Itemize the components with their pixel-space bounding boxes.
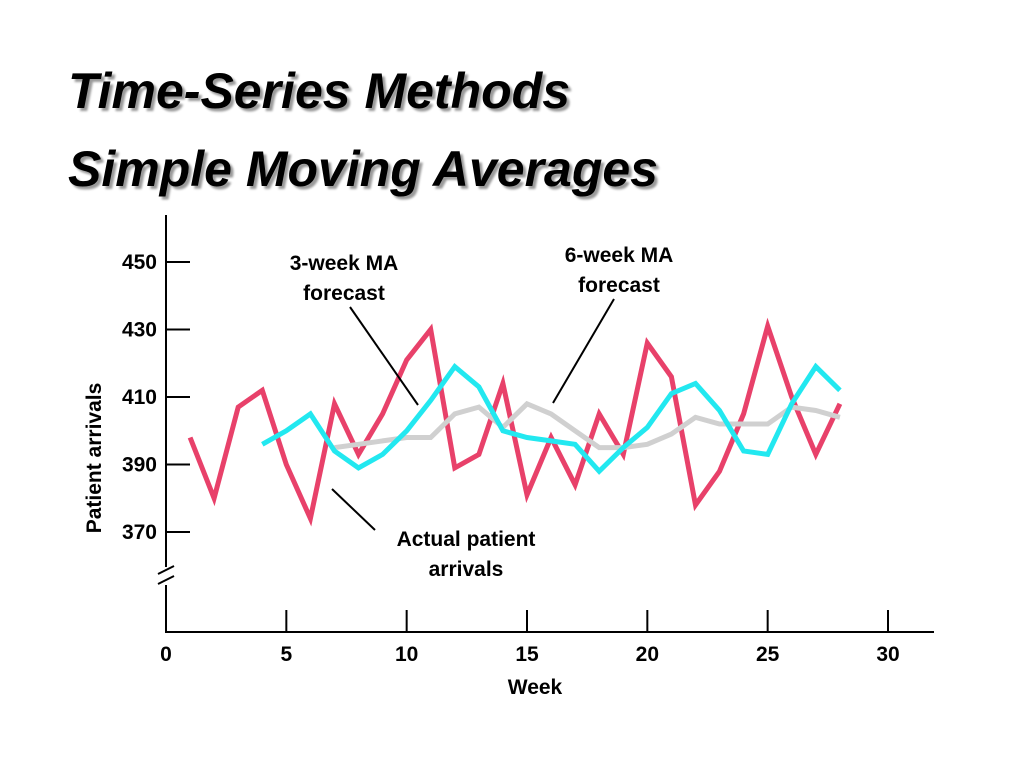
- x-tick-label: 10: [395, 643, 418, 666]
- x-tick-label: 15: [515, 643, 539, 666]
- 6-week-ma-forecast-line: [334, 400, 841, 451]
- annotation-leader-line: [349, 306, 419, 406]
- chart-annotations: 3-week MA forecast 6-week MA forecast Actual…: [290, 244, 674, 581]
- annotation-text: forecast: [578, 274, 660, 297]
- annotation-leader-line: [552, 298, 615, 404]
- y-tick-label: 410: [122, 386, 157, 409]
- annotation-text: Actual patient: [397, 528, 536, 551]
- axis-break-mark: [157, 565, 175, 575]
- annotation-text: 3-week MA: [290, 252, 399, 275]
- annotation-1: 3-week MA forecast: [290, 252, 419, 406]
- y-tick-label: 450: [122, 251, 157, 274]
- y-axis-ticks: 370 390 410 430 450: [122, 251, 190, 544]
- annotation-text: 6-week MA: [565, 244, 674, 267]
- actual-patient-arrivals-line: [187, 317, 843, 527]
- annotation-2: 6-week MA forecast: [552, 244, 674, 404]
- x-axis-label: Week: [508, 676, 563, 699]
- x-tick-label: 20: [636, 643, 659, 666]
- x-tick-label: 25: [756, 643, 780, 666]
- x-tick-label: 0: [160, 643, 172, 666]
- annotation-3: Actual patient arrivals: [331, 488, 536, 581]
- y-tick-label: 370: [122, 521, 157, 544]
- slide-title: Time-Series Methods Simple Moving Averag…: [68, 52, 658, 208]
- slide-title-line-1: Time-Series Methods: [68, 63, 571, 119]
- slide-title-line-2: Simple Moving Averages: [68, 141, 658, 197]
- y-axis-label: Patient arrivals: [83, 383, 106, 534]
- y-tick-label: 430: [122, 319, 157, 342]
- x-axis-ticks: 0 5 10 15 20 25 30: [160, 610, 900, 666]
- chart-series: [187, 317, 843, 527]
- annotation-leader-line: [331, 488, 376, 531]
- 3-week-ma-forecast-line: [261, 362, 842, 475]
- axis-break-mark: [157, 575, 175, 585]
- annotation-text: arrivals: [429, 558, 504, 581]
- x-tick-label: 30: [876, 643, 899, 666]
- y-tick-label: 390: [122, 454, 157, 477]
- annotation-text: forecast: [303, 282, 385, 305]
- x-tick-label: 5: [280, 643, 292, 666]
- chart-axes: [157, 215, 934, 633]
